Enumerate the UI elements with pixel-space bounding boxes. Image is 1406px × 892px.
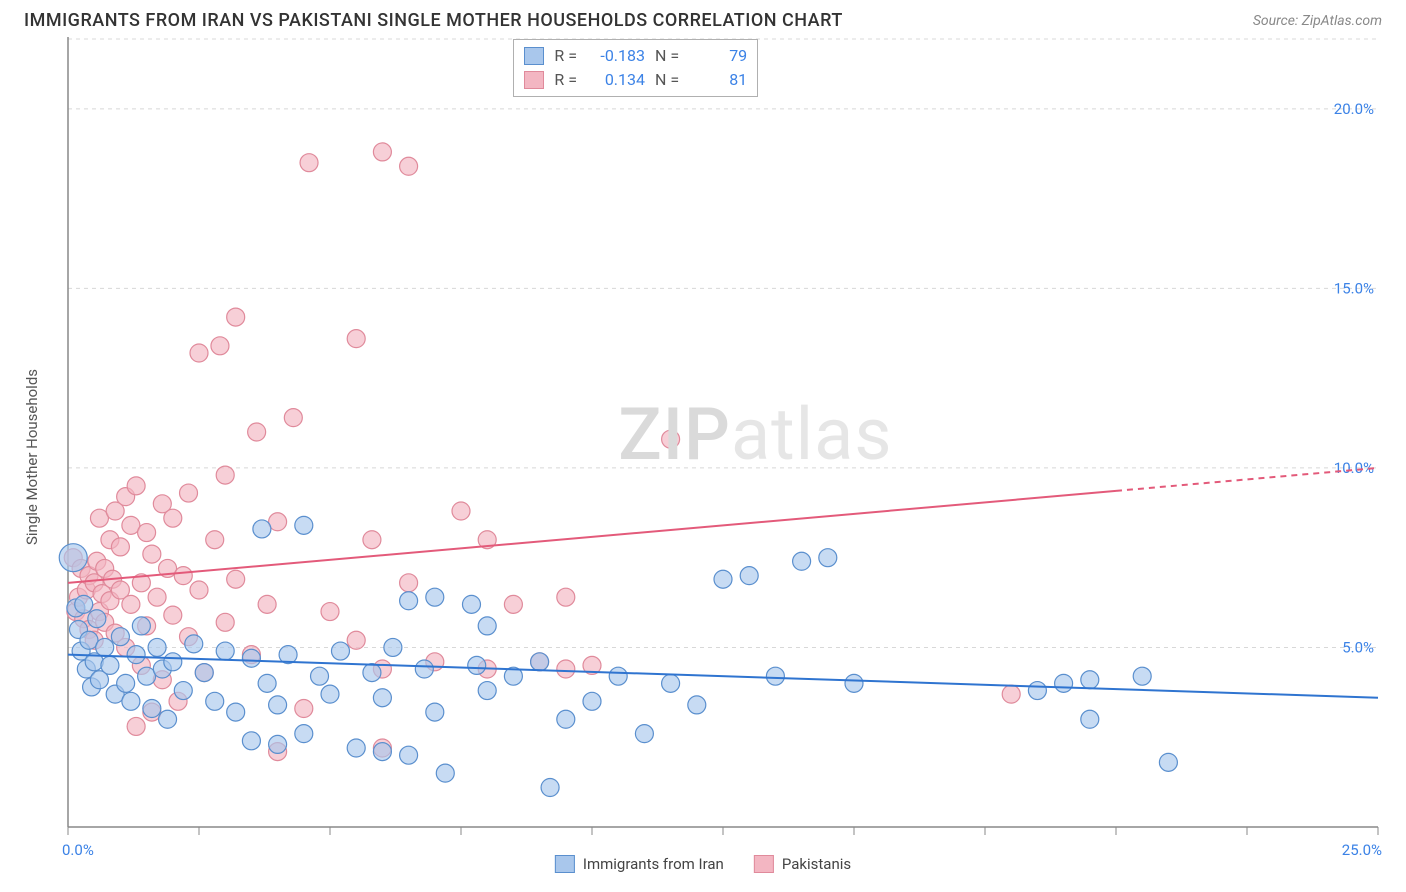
- stats-row-series1: R = -0.183 N = 79: [524, 44, 747, 68]
- stat-r-label: R =: [554, 68, 577, 92]
- legend-label: Pakistanis: [782, 855, 851, 873]
- stat-n-value: 81: [689, 68, 747, 92]
- stats-legend: R = -0.183 N = 79 R = 0.134 N = 81: [513, 39, 758, 97]
- legend-item-series2: Pakistanis: [754, 855, 851, 873]
- legend-item-series1: Immigrants from Iran: [555, 855, 724, 873]
- legend-label: Immigrants from Iran: [583, 855, 724, 873]
- source-label: Source: ZipAtlas.com: [1253, 13, 1382, 29]
- chart-container: Single Mother Households 5.0%10.0%15.0%2…: [18, 37, 1388, 877]
- stats-row-series2: R = 0.134 N = 81: [524, 68, 747, 92]
- stat-n-label: N =: [655, 68, 679, 92]
- x-min-label: 0.0%: [62, 841, 94, 859]
- swatch-series2: [524, 71, 544, 89]
- stat-r-value: -0.183: [587, 44, 645, 68]
- svg-text:5.0%: 5.0%: [1342, 638, 1374, 656]
- swatch-series1: [555, 855, 575, 873]
- y-axis-label: Single Mother Households: [23, 369, 41, 545]
- stat-r-label: R =: [554, 44, 577, 68]
- svg-text:15.0%: 15.0%: [1334, 279, 1374, 297]
- stat-n-label: N =: [655, 44, 679, 68]
- stat-r-value: 0.134: [587, 68, 645, 92]
- x-max-label: 25.0%: [1342, 841, 1382, 859]
- svg-text:20.0%: 20.0%: [1334, 100, 1374, 118]
- chart-title: IMMIGRANTS FROM IRAN VS PAKISTANI SINGLE…: [24, 10, 843, 31]
- scatter-plot: 5.0%10.0%15.0%20.0%: [18, 37, 1388, 877]
- swatch-series2: [754, 855, 774, 873]
- stat-n-value: 79: [689, 44, 747, 68]
- bottom-legend: Immigrants from Iran Pakistanis: [555, 855, 851, 873]
- swatch-series1: [524, 47, 544, 65]
